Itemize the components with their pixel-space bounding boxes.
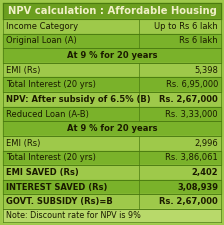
Bar xyxy=(3,34,139,48)
Bar xyxy=(139,34,221,48)
Text: GOVT. SUBSIDY (Rs)=B: GOVT. SUBSIDY (Rs)=B xyxy=(6,197,113,206)
Bar xyxy=(3,121,221,136)
Bar xyxy=(3,165,139,180)
Bar xyxy=(139,194,221,209)
Text: Income Category: Income Category xyxy=(6,22,78,31)
Bar xyxy=(3,19,139,34)
Bar xyxy=(139,77,221,92)
Text: At 9 % for 20 years: At 9 % for 20 years xyxy=(67,124,157,133)
Text: Total Interest (20 yrs): Total Interest (20 yrs) xyxy=(6,80,96,89)
Text: Rs 6 lakh: Rs 6 lakh xyxy=(179,36,218,45)
Text: NPV: After subsidy of 6.5% (B): NPV: After subsidy of 6.5% (B) xyxy=(6,95,151,104)
Bar xyxy=(139,107,221,121)
Bar xyxy=(3,136,139,151)
Bar xyxy=(139,19,221,34)
Text: INTEREST SAVED (Rs): INTEREST SAVED (Rs) xyxy=(6,182,107,191)
Bar xyxy=(139,92,221,107)
Text: Rs. 6,95,000: Rs. 6,95,000 xyxy=(166,80,218,89)
Text: EMI (Rs): EMI (Rs) xyxy=(6,139,40,148)
Bar xyxy=(3,3,221,19)
Text: EMI SAVED (Rs): EMI SAVED (Rs) xyxy=(6,168,79,177)
Bar xyxy=(3,151,139,165)
Text: Rs. 3,86,061: Rs. 3,86,061 xyxy=(165,153,218,162)
Bar xyxy=(3,48,221,63)
Text: Reduced Loan (A-B): Reduced Loan (A-B) xyxy=(6,110,89,119)
Bar xyxy=(3,92,139,107)
Text: 2,402: 2,402 xyxy=(191,168,218,177)
Bar xyxy=(3,209,221,222)
Text: Original Loan (A): Original Loan (A) xyxy=(6,36,77,45)
Bar xyxy=(139,180,221,194)
Bar xyxy=(139,136,221,151)
Text: NPV calculation : Affordable Housing: NPV calculation : Affordable Housing xyxy=(8,6,216,16)
Bar xyxy=(3,107,139,121)
Text: At 9 % for 20 years: At 9 % for 20 years xyxy=(67,51,157,60)
Text: 5,398: 5,398 xyxy=(194,66,218,75)
Bar xyxy=(139,151,221,165)
Text: Total Interest (20 yrs): Total Interest (20 yrs) xyxy=(6,153,96,162)
Text: Rs. 3,33,000: Rs. 3,33,000 xyxy=(165,110,218,119)
Text: 2,996: 2,996 xyxy=(194,139,218,148)
Text: Note: Discount rate for NPV is 9%: Note: Discount rate for NPV is 9% xyxy=(6,211,141,220)
Text: Rs. 2,67,000: Rs. 2,67,000 xyxy=(159,197,218,206)
Text: Rs. 2,67,000: Rs. 2,67,000 xyxy=(159,95,218,104)
Bar xyxy=(3,63,139,77)
Bar xyxy=(139,63,221,77)
Bar xyxy=(139,165,221,180)
Text: 3,08,939: 3,08,939 xyxy=(177,182,218,191)
Bar xyxy=(3,77,139,92)
Text: EMI (Rs): EMI (Rs) xyxy=(6,66,40,75)
Bar xyxy=(3,180,139,194)
Bar xyxy=(3,194,139,209)
Text: Up to Rs 6 lakh: Up to Rs 6 lakh xyxy=(154,22,218,31)
